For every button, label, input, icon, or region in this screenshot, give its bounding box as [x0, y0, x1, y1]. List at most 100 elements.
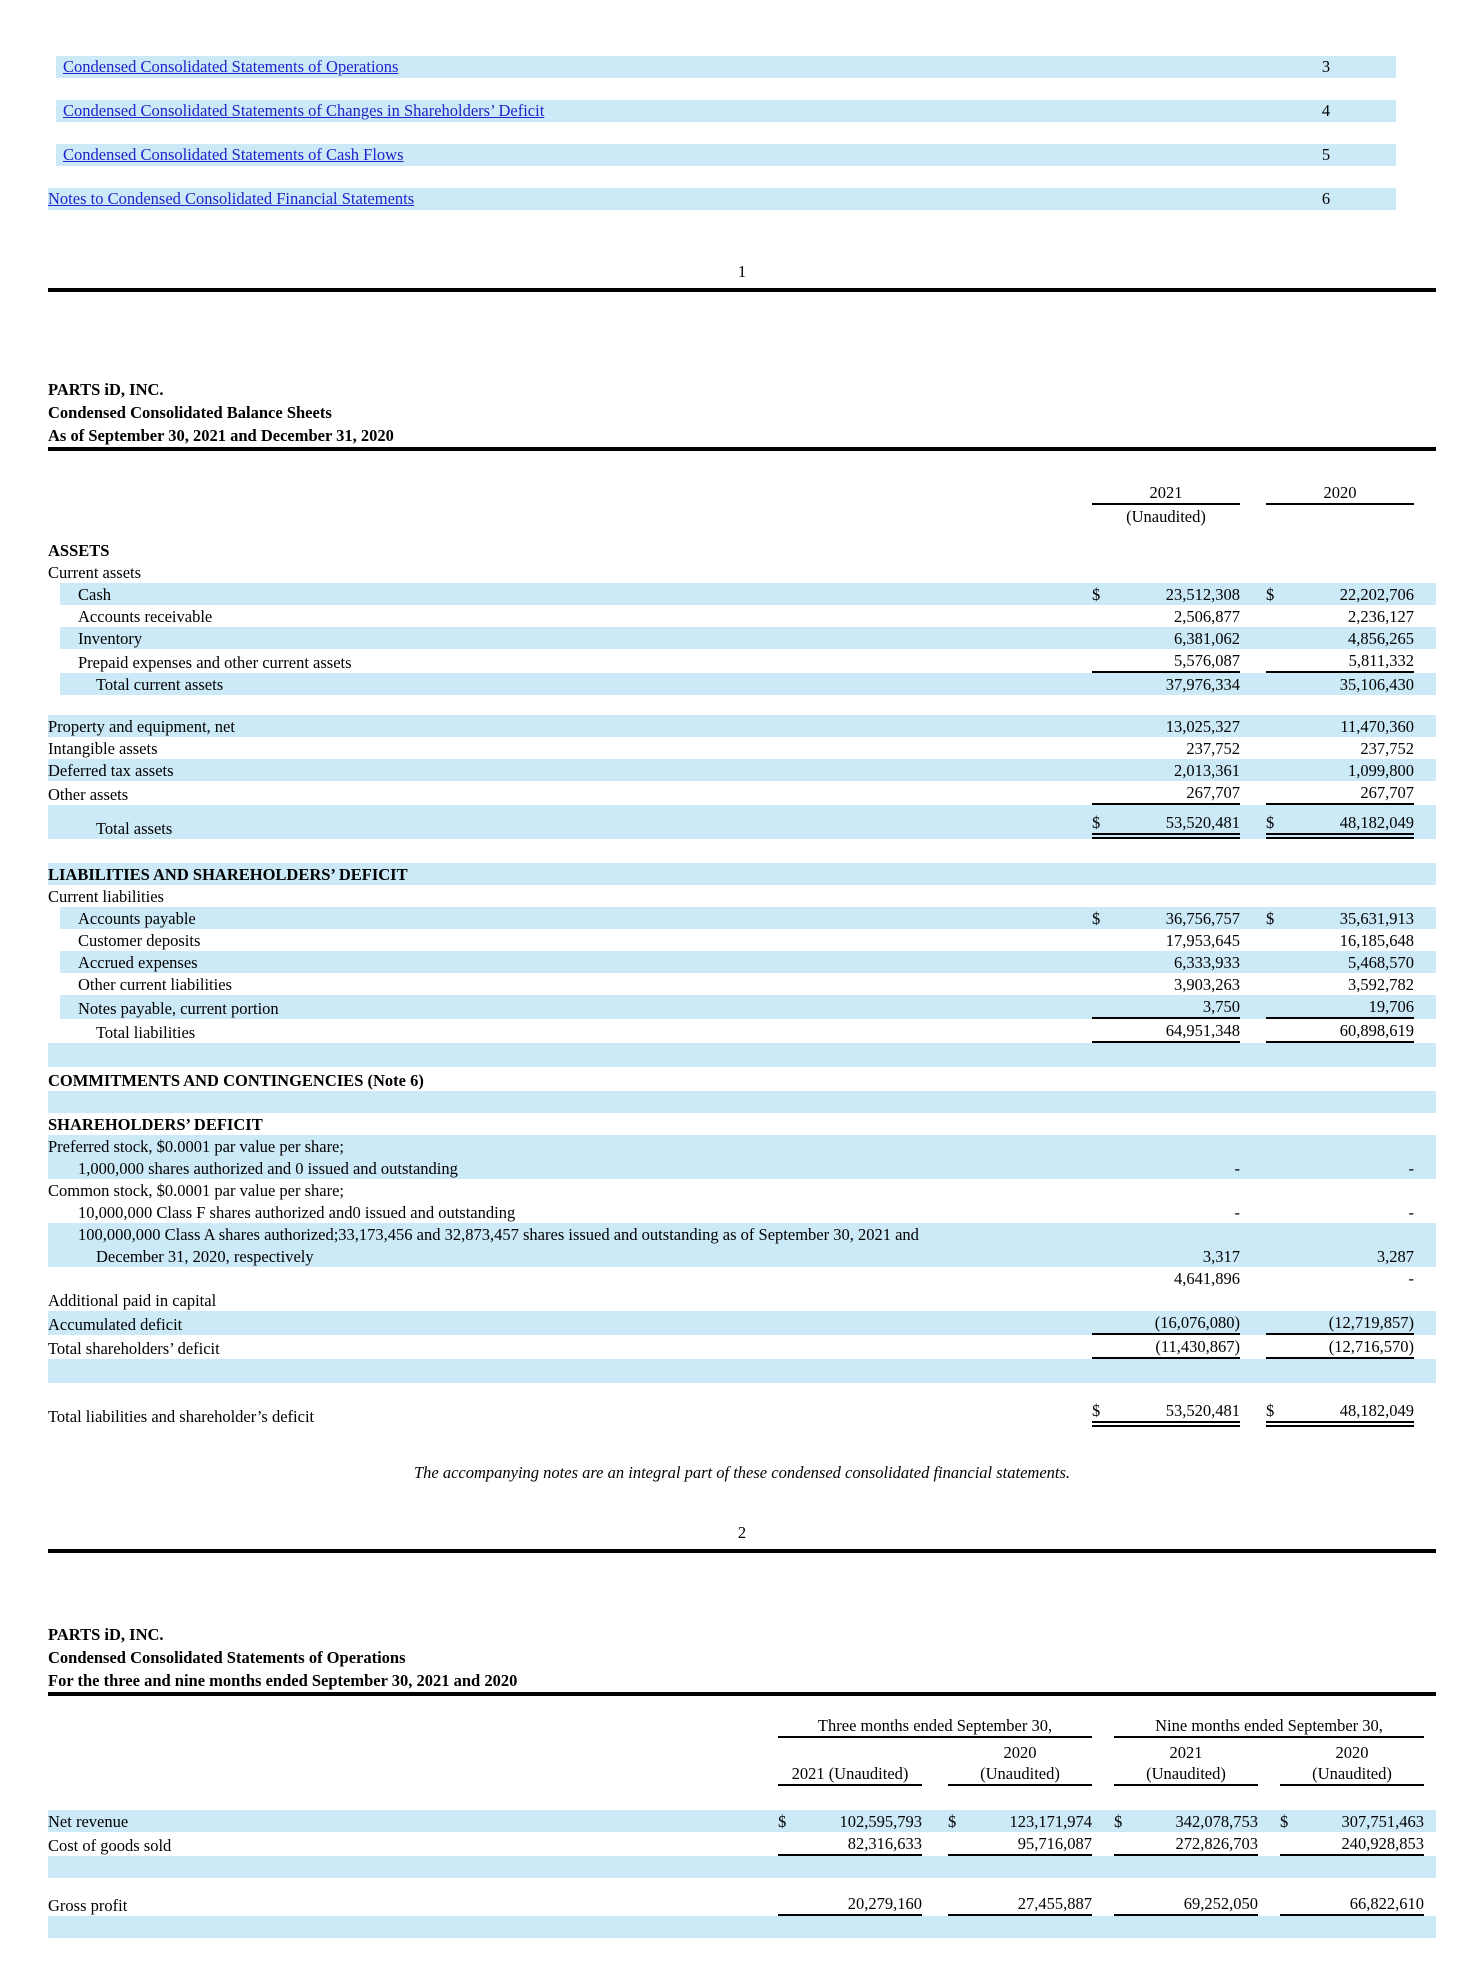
value-9m-2020: 240,928,853: [1304, 1832, 1425, 1856]
value-2021: 6,333,933: [1174, 953, 1240, 972]
value-2021: 237,752: [1186, 739, 1240, 758]
group-heading: Current liabilities: [48, 887, 164, 906]
row-other-current-liabilities: Other current liabilities 3,903,263 3,59…: [48, 973, 1436, 995]
row-common-stock-line1: Common stock, $0.0001 par value per shar…: [48, 1179, 1436, 1201]
dollar-sign: $: [1266, 585, 1275, 604]
value-2020: 5,811,332: [1296, 649, 1414, 673]
dollar-sign: $: [1266, 909, 1275, 928]
row-accounts-payable: Accounts payable $ 36,756,757 $ 35,631,9…: [48, 907, 1436, 929]
toc-page-number: 4: [1321, 101, 1331, 120]
statement-header: PARTS iD, INC. Condensed Consolidated Ba…: [48, 378, 1436, 447]
row-label: Accounts payable: [78, 909, 196, 928]
row-label: 1,000,000 shares authorized and 0 issued…: [78, 1159, 458, 1178]
value-2021: 2,013,361: [1174, 761, 1240, 780]
horizontal-rule: [48, 288, 1436, 292]
value-2020: -: [1408, 1203, 1415, 1222]
row-property-equipment: Property and equipment, net 13,025,327 1…: [48, 715, 1436, 737]
page-number: 1: [737, 262, 747, 281]
row-label: Prepaid expenses and other current asset…: [78, 653, 352, 672]
column-header-ytd-2021: 2021 (Unaudited): [1114, 1738, 1259, 1786]
toc-link-statements-of-operations[interactable]: Condensed Consolidated Statements of Ope…: [63, 57, 399, 76]
row-inventory: Inventory 6,381,062 4,856,265: [48, 627, 1436, 649]
value-2021: 5,576,087: [1122, 649, 1240, 673]
column-header-text: 2021 (Unaudited): [791, 1764, 909, 1783]
dollar-sign: $: [1092, 909, 1101, 928]
value-2020: 267,707: [1296, 781, 1414, 805]
row-class-a-line1: 100,000,000 Class A shares authorized;33…: [48, 1223, 1436, 1245]
column-header-q3-2020: 2020 (Unaudited): [948, 1738, 1093, 1786]
row-label: Total liabilities and shareholder’s defi…: [48, 1407, 315, 1426]
operations-table: Three months ended September 30, Nine mo…: [48, 1714, 1437, 1938]
column-header-ytd-2020: 2020 (Unaudited): [1280, 1738, 1425, 1786]
value-2020: -: [1408, 1269, 1415, 1288]
row-label: Net revenue: [48, 1812, 129, 1831]
row-preferred-stock-line1: Preferred stock, $0.0001 par value per s…: [48, 1135, 1436, 1157]
row-deferred-tax-assets: Deferred tax assets 2,013,361 1,099,800: [48, 759, 1436, 781]
column-header-2021: 2021: [1092, 481, 1240, 505]
toc-link-notes-to-financial-statements[interactable]: Notes to Condensed Consolidated Financia…: [48, 189, 415, 208]
period-header-row: Three months ended September 30, Nine mo…: [48, 1714, 1436, 1738]
row-gross-profit: Gross profit 20,279,160 27,455,887 69,25…: [48, 1892, 1436, 1916]
value-2021: -: [1234, 1159, 1241, 1178]
value-2021: 267,707: [1122, 781, 1240, 805]
value-2021: (11,430,867): [1122, 1335, 1240, 1359]
value-2020: 237,752: [1360, 739, 1414, 758]
row-label: Cash: [78, 585, 111, 604]
row-label: Common stock, $0.0001 par value per shar…: [48, 1181, 345, 1200]
row-label: Preferred stock, $0.0001 par value per s…: [48, 1137, 344, 1156]
toc-row: Condensed Consolidated Statements of Cas…: [56, 144, 1396, 166]
row-apic-values: 4,641,896 -: [48, 1267, 1436, 1289]
row-label: Total current assets: [96, 675, 224, 694]
value-2020: 48,182,049: [1296, 805, 1414, 839]
section-heading: ASSETS: [48, 541, 110, 560]
row-class-a-line2: December 31, 2020, respectively 3,317 3,…: [48, 1245, 1436, 1267]
period-header-three-months: Three months ended September 30,: [778, 1714, 1093, 1738]
value-9m-2021: 272,826,703: [1138, 1832, 1259, 1856]
statement-header: PARTS iD, INC. Condensed Consolidated St…: [48, 1623, 1436, 1692]
dollar-sign: $: [1092, 1393, 1122, 1427]
value-2020: (12,716,570): [1296, 1335, 1414, 1359]
statement-subtitle: As of September 30, 2021 and December 31…: [48, 426, 394, 445]
value-2020: 5,468,570: [1348, 953, 1414, 972]
toc-link-statements-of-cash-flows[interactable]: Condensed Consolidated Statements of Cas…: [63, 145, 404, 164]
row-cash: Cash $ 23,512,308 $ 22,202,706: [48, 583, 1436, 605]
value-2020: 16,185,648: [1339, 931, 1414, 950]
value-2021: 2,506,877: [1174, 607, 1240, 626]
dollar-sign: $: [1092, 585, 1101, 604]
row-label: Other assets: [48, 785, 129, 804]
value-2021: 64,951,348: [1122, 1019, 1240, 1043]
value-2020: 19,706: [1296, 995, 1414, 1019]
row-label: Inventory: [78, 629, 143, 648]
column-header-text: 2020: [1335, 1743, 1369, 1762]
row-total-liabilities: Total liabilities 64,951,348 60,898,619: [48, 1019, 1436, 1043]
value-2020: 22,202,706: [1339, 585, 1414, 604]
dollar-sign: $: [1266, 1393, 1296, 1427]
row-label: 100,000,000 Class A shares authorized;33…: [78, 1225, 919, 1244]
row-label: Total assets: [96, 819, 173, 838]
row-label: Total liabilities: [96, 1023, 196, 1042]
table-of-contents: Condensed Consolidated Statements of Ope…: [48, 56, 1436, 210]
value-2020: 48,182,049: [1296, 1393, 1414, 1427]
value-2021: 53,520,481: [1122, 1393, 1240, 1427]
value-9m-2021: 342,078,753: [1175, 1812, 1259, 1831]
value-9m-2020: 307,751,463: [1341, 1812, 1425, 1831]
toc-page-number: 3: [1321, 57, 1331, 76]
row-notes-payable: Notes payable, current portion 3,750 19,…: [48, 995, 1436, 1019]
horizontal-rule: [48, 1692, 1436, 1696]
toc-link-changes-in-shareholders-deficit[interactable]: Condensed Consolidated Statements of Cha…: [63, 101, 545, 120]
toc-row: Condensed Consolidated Statements of Ope…: [56, 56, 1396, 78]
page-number: 2: [737, 1523, 747, 1542]
unaudited-label: (Unaudited): [1126, 507, 1206, 526]
company-name: PARTS iD, INC.: [48, 380, 164, 399]
dollar-sign: $: [1114, 1812, 1123, 1831]
value-2020: (12,719,857): [1296, 1311, 1414, 1335]
dollar-sign: $: [1280, 1812, 1289, 1831]
horizontal-rule: [48, 447, 1436, 451]
value-3m-2020: 123,171,974: [1009, 1812, 1093, 1831]
section-heading: LIABILITIES AND SHAREHOLDERS’ DEFICIT: [48, 865, 408, 884]
row-cost-of-goods-sold: Cost of goods sold 82,316,633 95,716,087…: [48, 1832, 1436, 1856]
value-2020: 3,287: [1376, 1247, 1414, 1266]
column-header-text: 2021: [1169, 1743, 1203, 1762]
section-heading: COMMITMENTS AND CONTINGENCIES (Note 6): [48, 1071, 424, 1090]
row-commitments: COMMITMENTS AND CONTINGENCIES (Note 6): [48, 1067, 1436, 1091]
